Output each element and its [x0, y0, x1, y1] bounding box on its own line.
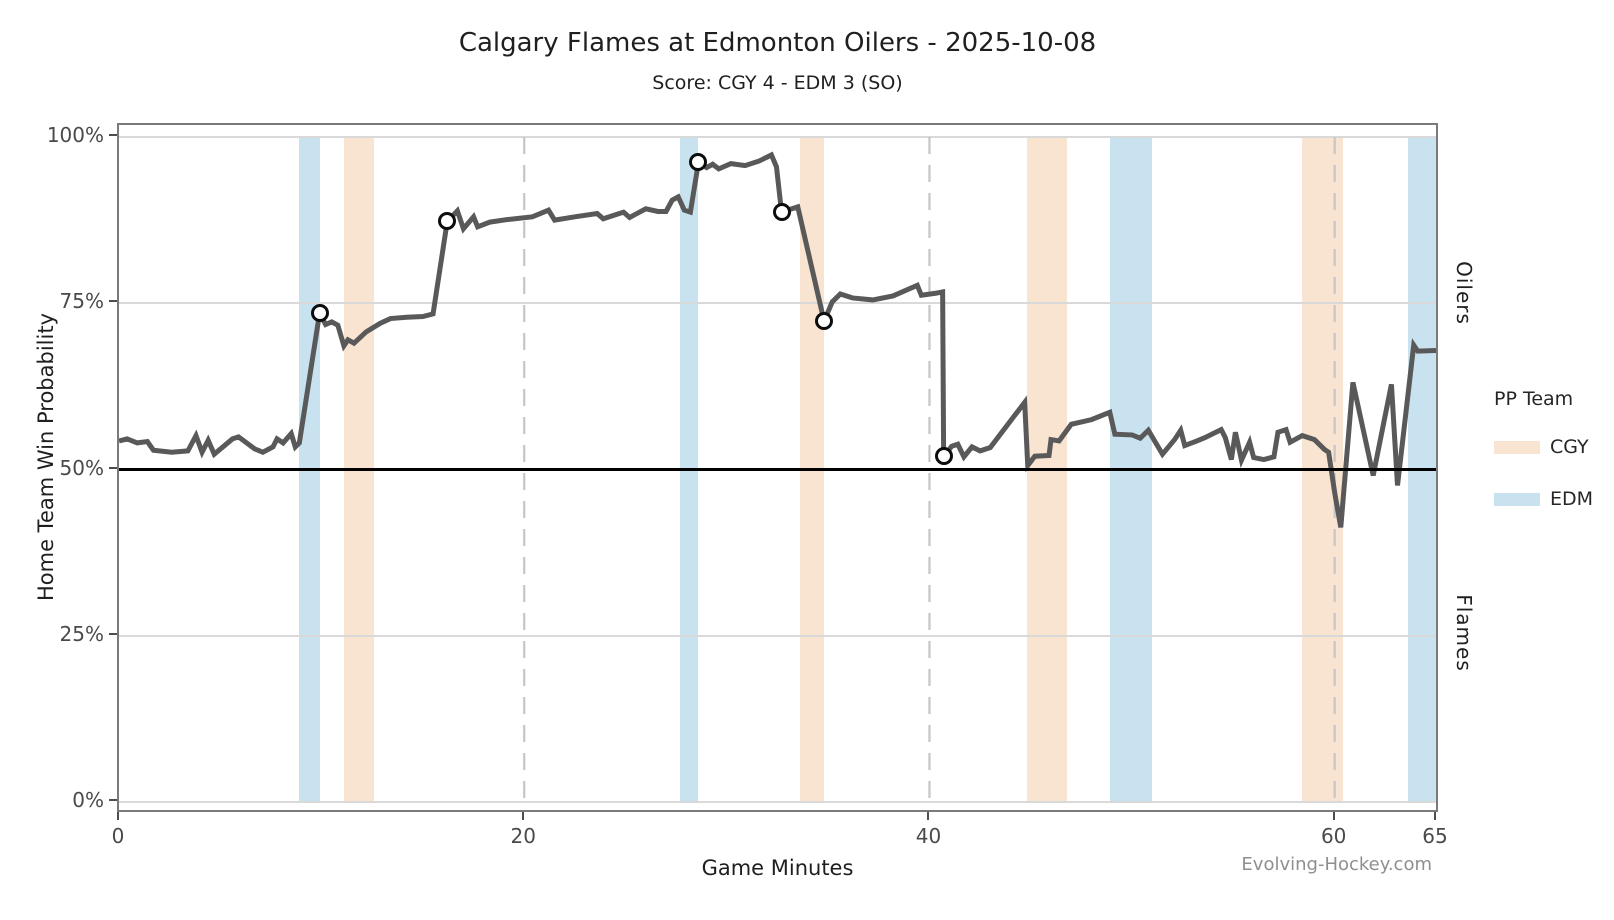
y-tick-75 [109, 300, 117, 303]
gridline-100 [119, 136, 1436, 138]
x-tick-label-40: 40 [915, 824, 942, 848]
pp-legend-swatch-edm [1494, 492, 1540, 506]
y-tick-label-100: 100% [46, 123, 104, 147]
watermark: Evolving-Hockey.com [1241, 854, 1432, 875]
goal-marker [934, 447, 953, 466]
x-tick-label-60: 60 [1320, 824, 1347, 848]
pp-legend-item-edm: EDM [1494, 488, 1612, 510]
x-tick-label-20: 20 [510, 824, 536, 848]
x-tick-20 [522, 812, 525, 820]
x-tick-40 [927, 812, 930, 820]
goal-marker [438, 212, 457, 231]
chart-subtitle: Score: CGY 4 - EDM 3 (SO) [652, 72, 903, 94]
pp-legend-title: PP Team [1494, 388, 1574, 410]
x-tick-60 [1332, 812, 1335, 820]
y-tick-0 [109, 799, 117, 801]
pp-legend-swatch-cgy [1494, 440, 1540, 454]
y-tick-label-75: 75% [59, 289, 104, 314]
gridline-25 [119, 634, 1436, 637]
goal-marker [689, 153, 708, 172]
pp-legend-label-edm: EDM [1550, 488, 1594, 510]
x-axis-title: Game Minutes [701, 856, 854, 880]
x-tick-0 [117, 812, 119, 820]
plot-area [117, 123, 1438, 812]
strip-label-oilers: Oilers [1452, 261, 1476, 325]
strip-label-flames: Flames [1452, 594, 1476, 672]
y-tick-label-25: 25% [59, 621, 104, 646]
y-tick-25 [109, 632, 117, 635]
pp-legend: PP Team CGY EDM [1494, 388, 1612, 540]
goal-marker [310, 304, 329, 323]
x-tick-label-0: 0 [111, 824, 125, 848]
y-tick-50 [109, 466, 117, 469]
x-tick-label-65: 65 [1422, 824, 1448, 848]
y-tick-100 [109, 134, 117, 136]
y-tick-label-0: 0% [72, 788, 104, 812]
goal-marker [772, 203, 791, 222]
goal-marker [815, 312, 834, 331]
y-tick-label-50: 50% [59, 455, 104, 480]
gridline-75 [119, 302, 1436, 305]
pp-legend-label-cgy: CGY [1550, 436, 1589, 458]
fifty-percent-line [119, 468, 1436, 471]
pp-legend-item-cgy: CGY [1494, 436, 1612, 458]
x-tick-65 [1434, 812, 1436, 820]
gridline-0 [119, 801, 1436, 803]
chart-title: Calgary Flames at Edmonton Oilers - 2025… [458, 28, 1097, 58]
